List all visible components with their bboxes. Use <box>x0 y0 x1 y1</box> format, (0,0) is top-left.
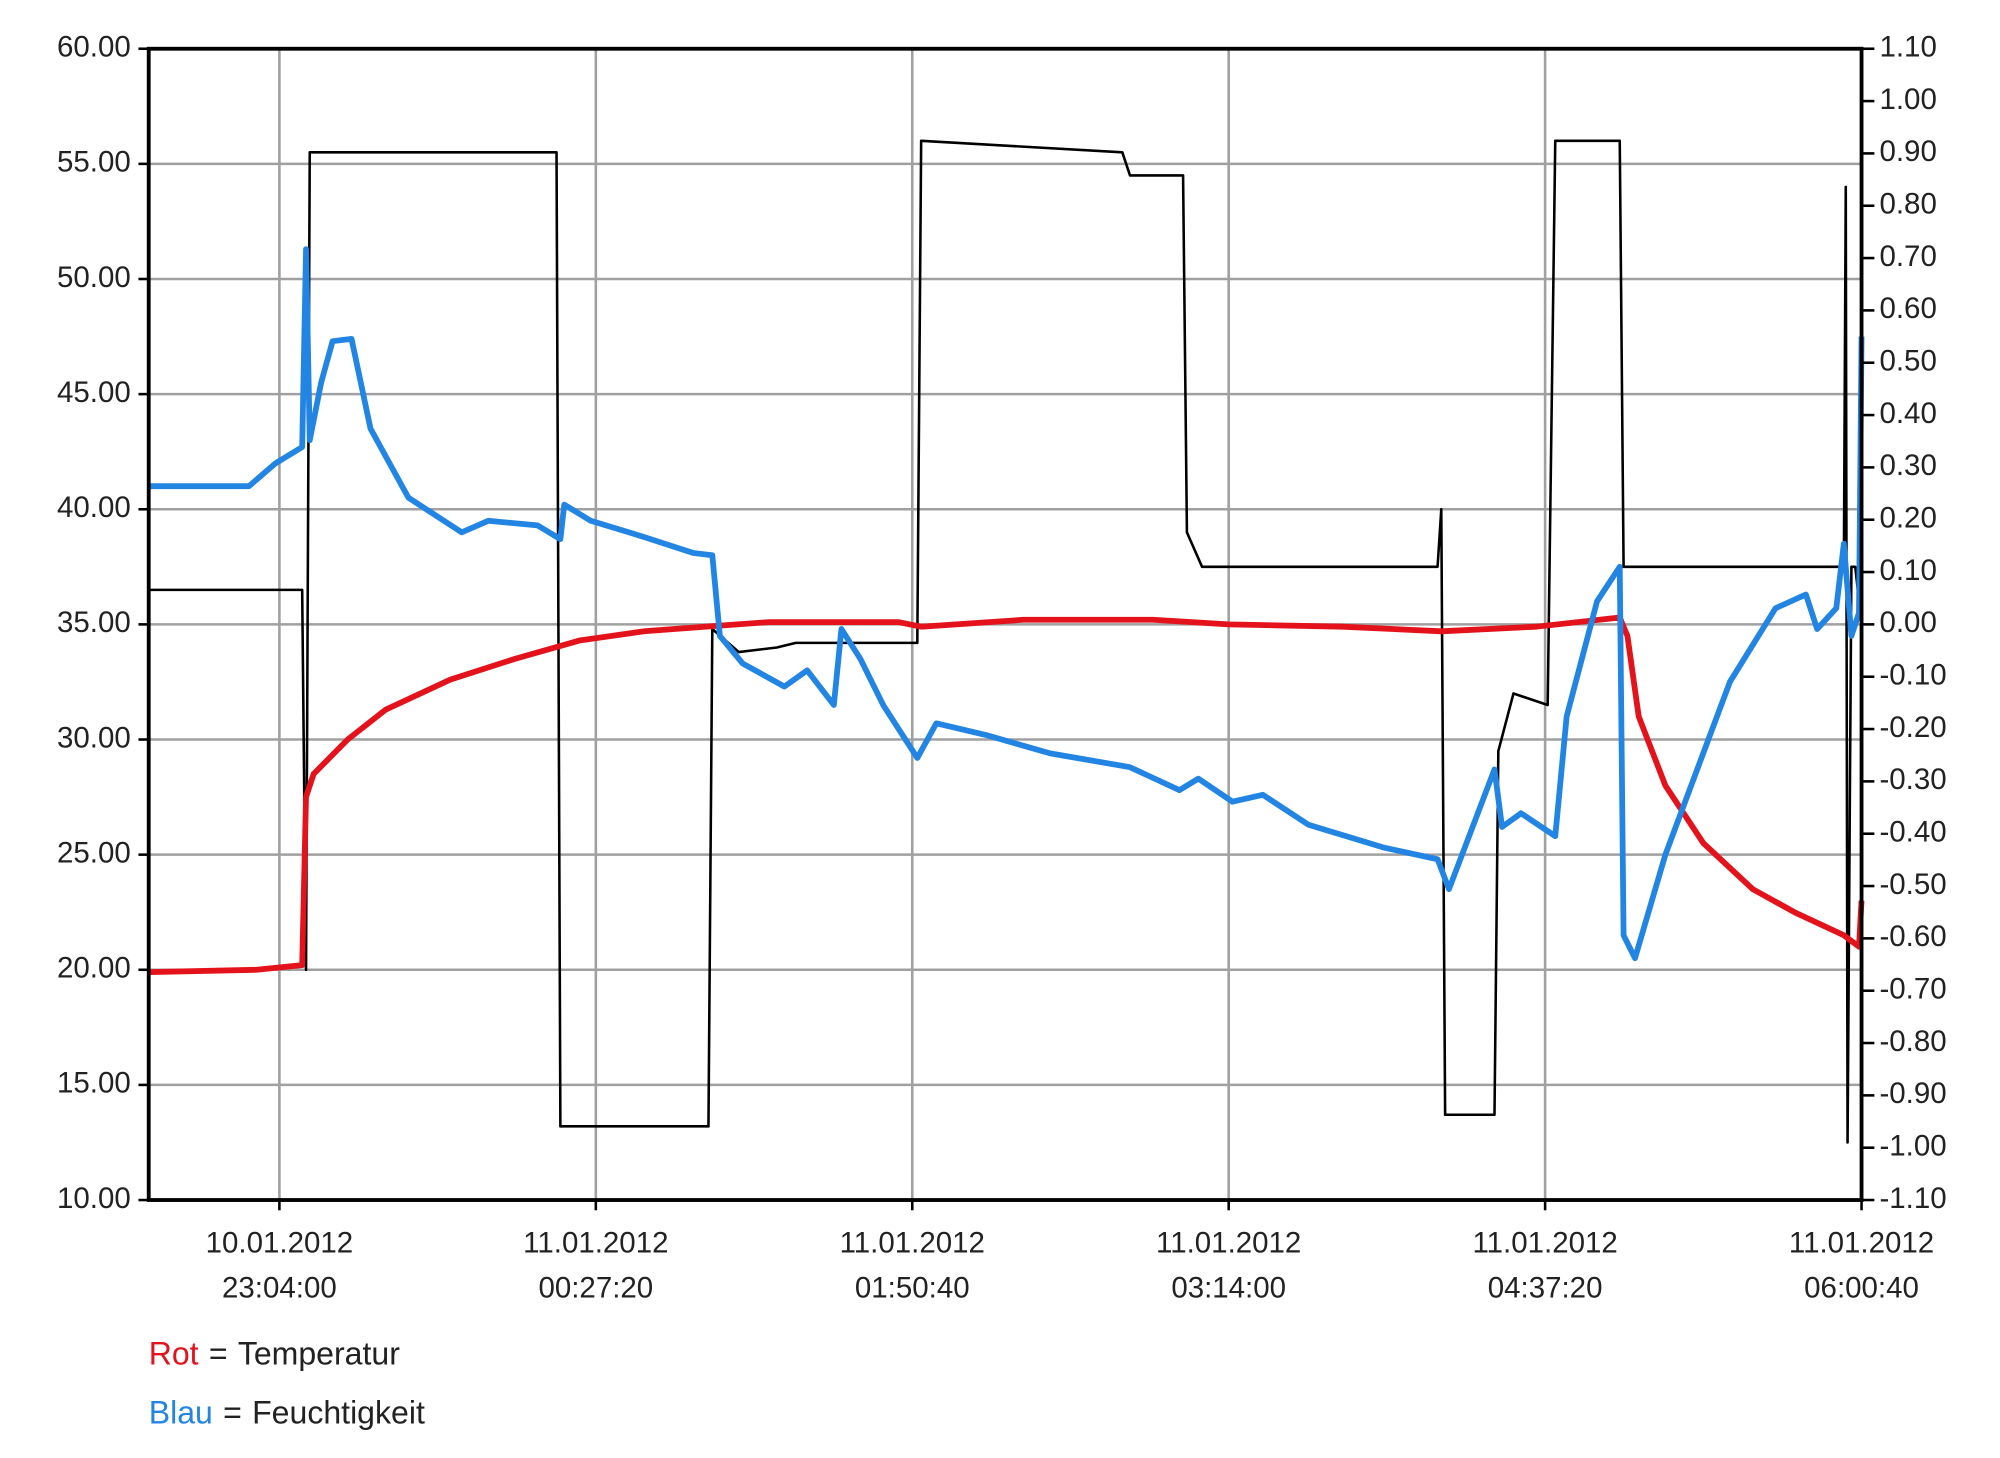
y2-tick-label: 0.30 <box>1879 449 1936 482</box>
plot-area <box>148 139 1865 1144</box>
y2-tick-label: -0.60 <box>1879 920 1946 953</box>
axes: 10.01.2012 23:04:00 11.01.2012 00:27:20 11.0… <box>57 31 1947 1305</box>
y2-tick-label: -0.80 <box>1879 1025 1946 1058</box>
legend-name: Temperatur <box>238 1336 400 1372</box>
y-tick-label: 45.00 <box>57 376 131 409</box>
x-tick-label: 03:14:00 <box>1171 1272 1286 1305</box>
x-tick-label: 11.01.2012 <box>523 1227 668 1260</box>
series-line <box>148 139 1863 1144</box>
x-tick-label: 10.01.2012 <box>206 1227 353 1260</box>
y2-tick-label: 0.60 <box>1879 292 1936 325</box>
legend-separator: = <box>223 1395 242 1431</box>
y2-tick-label: -0.90 <box>1879 1077 1946 1110</box>
legend-color-label: Rot <box>149 1336 199 1372</box>
y2-tick-label: -0.10 <box>1879 658 1946 691</box>
y2-tick-label: 0.70 <box>1879 240 1936 273</box>
y2-tick-label: -0.30 <box>1879 763 1946 796</box>
x-tick-label: 11.01.2012 <box>1789 1227 1934 1260</box>
y2-tick-label: -0.20 <box>1879 711 1946 744</box>
y2-tick-label: -1.10 <box>1879 1182 1946 1215</box>
x-tick-label: 11.01.2012 <box>1156 1227 1301 1260</box>
y2-tick-label: 0.20 <box>1879 502 1936 535</box>
legend-name: Feuchtigkeit <box>252 1395 425 1431</box>
x-tick-label: 23:04:00 <box>222 1272 337 1305</box>
legend-entry: Blau = Feuchtigkeit <box>149 1395 425 1431</box>
x-tick-label: 11.01.2012 <box>1472 1227 1617 1260</box>
y-tick-label: 35.00 <box>57 606 131 639</box>
y2-tick-label: 0.40 <box>1879 397 1936 430</box>
y2-tick-label: 0.90 <box>1879 135 1936 168</box>
legend-entry: Rot = Temperatur <box>149 1336 401 1372</box>
y2-tick-label: -0.50 <box>1879 868 1946 901</box>
x-tick-label: 04:37:20 <box>1488 1272 1603 1305</box>
series-line <box>148 246 1865 962</box>
y-tick-label: 50.00 <box>57 261 131 294</box>
x-tick-label: 01:50:40 <box>855 1272 970 1305</box>
y2-tick-label: -1.00 <box>1879 1129 1946 1162</box>
y2-tick-label: 0.10 <box>1879 554 1936 587</box>
x-tick-label: 11.01.2012 <box>840 1227 985 1260</box>
y2-tick-label: 0.80 <box>1879 188 1936 221</box>
legend-color-label: Blau <box>149 1395 213 1431</box>
y-tick-label: 10.00 <box>57 1182 131 1215</box>
y2-tick-label: 1.10 <box>1879 31 1936 64</box>
y-tick-label: 40.00 <box>57 491 131 524</box>
y2-tick-label: 0.50 <box>1879 345 1936 378</box>
y-tick-label: 30.00 <box>57 721 131 754</box>
series-line <box>148 614 1865 975</box>
plot-frame <box>146 46 1864 1202</box>
y-tick-label: 15.00 <box>57 1067 131 1100</box>
y-tick-label: 20.00 <box>57 952 131 985</box>
x-tick-label: 06:00:40 <box>1804 1272 1919 1305</box>
y2-tick-label: 0.00 <box>1879 606 1936 639</box>
legend-separator: = <box>209 1336 228 1372</box>
y2-tick-label: -0.40 <box>1879 815 1946 848</box>
legend: Rot = Temperatur Blau = Feuchtigkeit <box>149 1336 425 1431</box>
y-tick-label: 60.00 <box>57 31 131 64</box>
x-tick-label: 00:27:20 <box>538 1272 653 1305</box>
y2-tick-label: 1.00 <box>1879 83 1936 116</box>
y-tick-label: 25.00 <box>57 836 131 869</box>
y2-tick-label: -0.70 <box>1879 972 1946 1005</box>
y-tick-label: 55.00 <box>57 146 131 179</box>
